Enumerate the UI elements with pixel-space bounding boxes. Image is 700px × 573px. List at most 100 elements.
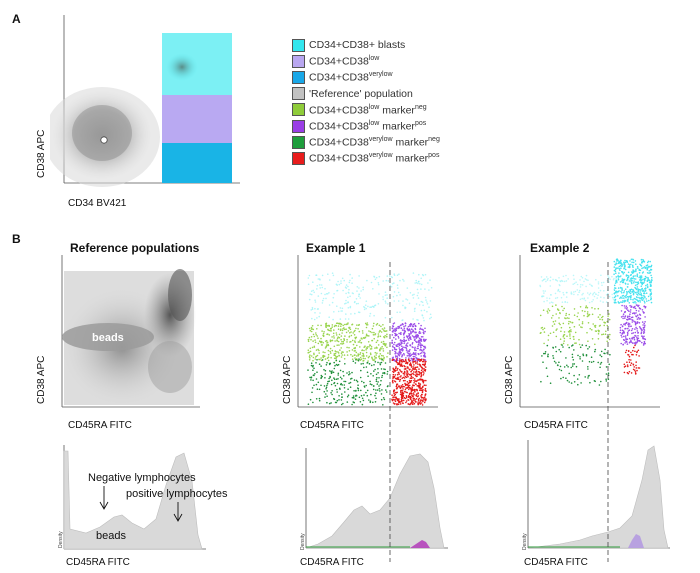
event-dot (372, 388, 375, 391)
event-dot (603, 297, 605, 299)
event-dot (354, 312, 356, 315)
event-dot (358, 330, 361, 333)
event-dot (599, 300, 602, 302)
event-dot (342, 375, 345, 377)
event-dot (620, 296, 622, 298)
event-dot (403, 368, 406, 370)
event-dot (634, 341, 637, 344)
event-dot (321, 286, 324, 289)
event-dot (358, 293, 361, 296)
event-dot (589, 283, 591, 286)
event-dot (382, 355, 384, 357)
event-dot (316, 284, 319, 287)
event-dot (380, 368, 383, 370)
event-dot (363, 366, 365, 369)
event-dot (628, 337, 631, 340)
event-dot (333, 367, 336, 370)
event-dot (414, 390, 416, 392)
event-dot (354, 362, 357, 364)
event-dot (633, 291, 635, 293)
event-dot (620, 310, 623, 312)
event-dot (397, 399, 400, 402)
event-dot (395, 366, 397, 368)
event-dot (335, 332, 338, 334)
event-dot (629, 290, 632, 292)
event-dot (359, 339, 361, 342)
event-dot (362, 360, 364, 362)
event-dot (402, 349, 404, 351)
event-dot (587, 297, 589, 299)
event-dot (329, 347, 332, 350)
event-dot (375, 324, 378, 326)
event-dot (640, 265, 643, 267)
event-dot (586, 331, 588, 334)
event-dot (360, 337, 363, 339)
event-dot (575, 342, 577, 344)
event-dot (621, 289, 623, 291)
event-dot (632, 269, 634, 271)
event-dot (360, 363, 362, 365)
event-dot (346, 346, 348, 349)
event-dot (623, 335, 625, 338)
event-dot (403, 325, 405, 328)
event-dot (335, 363, 338, 366)
event-dot (621, 265, 623, 267)
event-dot (347, 330, 350, 332)
event-dot (626, 319, 629, 321)
event-dot (394, 402, 396, 405)
event-dot (418, 273, 420, 276)
event-dot (333, 398, 336, 401)
event-dot (372, 359, 374, 362)
event-dot (356, 324, 358, 326)
event-dot (560, 369, 563, 372)
event-dot (415, 303, 418, 305)
event-dot (394, 360, 396, 362)
event-dot (411, 353, 413, 356)
event-dot (408, 328, 411, 330)
event-dot (600, 361, 603, 364)
event-dot (413, 384, 415, 387)
event-dot (649, 284, 652, 286)
event-dot (313, 318, 316, 321)
event-dot (309, 354, 311, 356)
legend-item: CD34+CD38verylow markerpos (292, 151, 439, 165)
event-dot (318, 363, 321, 365)
event-dot (552, 301, 554, 304)
beads-dot-label: beads (92, 332, 124, 344)
event-dot (413, 308, 416, 310)
event-dot (391, 339, 393, 342)
event-dot (321, 302, 324, 304)
event-dot (405, 362, 407, 365)
event-dot (374, 394, 376, 397)
event-dot (308, 298, 311, 301)
event-dot (349, 386, 352, 388)
event-dot (408, 358, 410, 361)
event-dot (411, 294, 414, 296)
event-dot (372, 325, 375, 327)
event-dot (633, 280, 635, 282)
event-dot (361, 349, 363, 352)
event-dot (409, 395, 411, 398)
event-dot (348, 288, 350, 291)
event-dot (409, 292, 412, 294)
event-dot (420, 402, 423, 404)
event-dot (591, 338, 594, 340)
event-dot (629, 278, 632, 280)
event-dot (381, 374, 384, 377)
event-dot (337, 378, 339, 380)
event-dot (626, 293, 628, 295)
event-dot (399, 294, 401, 296)
event-dot (629, 288, 631, 291)
event-dot (645, 298, 647, 300)
event-dot (622, 343, 624, 346)
event-dot (325, 344, 328, 346)
event-dot (632, 301, 634, 304)
event-dot (331, 339, 334, 342)
event-dot (385, 389, 387, 391)
event-dot (636, 369, 638, 372)
event-dot (626, 299, 629, 302)
event-dot (411, 366, 413, 368)
event-dot (386, 275, 389, 277)
event-dot (411, 387, 414, 389)
event-dot (628, 291, 631, 294)
